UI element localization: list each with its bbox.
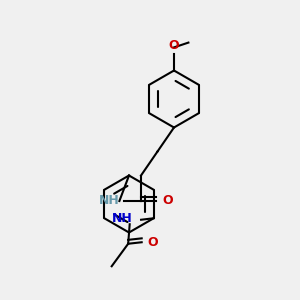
Text: O: O [162,194,172,208]
Text: O: O [169,40,179,52]
Text: O: O [148,236,158,249]
Text: NH: NH [112,212,133,225]
Text: NH: NH [99,194,119,208]
